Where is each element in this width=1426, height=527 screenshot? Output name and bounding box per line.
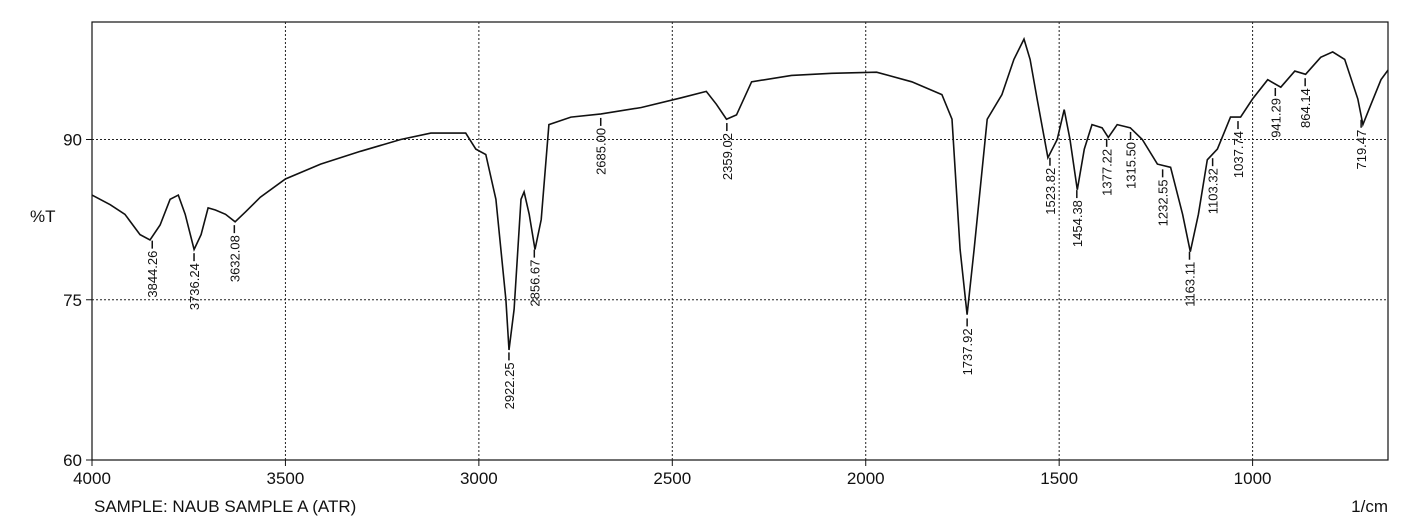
peak-label: 1523.82 xyxy=(1043,168,1058,215)
peak-label: 1737.92 xyxy=(960,328,975,375)
peak-label: 864.14 xyxy=(1298,88,1313,128)
peak-label: 3632.08 xyxy=(227,235,242,282)
x-tick-label: 3500 xyxy=(267,469,305,488)
peak-label: 2922.25 xyxy=(502,362,517,409)
peak-label: 1163.11 xyxy=(1182,262,1197,307)
peak-label: 1103.32 xyxy=(1206,168,1221,214)
y-axis-label: %T xyxy=(30,207,56,226)
peak-label: 1232.55 xyxy=(1156,179,1171,226)
x-tick-label: 2500 xyxy=(653,469,691,488)
y-tick-label: 75 xyxy=(63,291,82,310)
peak-label: 1454.38 xyxy=(1070,200,1085,247)
x-tick-label: 4000 xyxy=(73,469,111,488)
peak-label: 2856.67 xyxy=(527,260,542,307)
peak-label: 1377.22 xyxy=(1100,149,1115,196)
peak-label: 2685.00 xyxy=(594,128,609,175)
peak-label: 3844.26 xyxy=(145,251,160,298)
spectrum-line xyxy=(91,36,1389,351)
x-tick-label: 2000 xyxy=(847,469,885,488)
y-tick-label: 90 xyxy=(63,131,82,150)
peak-label: 2359.02 xyxy=(720,133,735,180)
x-tick-label: 1500 xyxy=(1040,469,1078,488)
plot-frame xyxy=(91,21,1389,461)
y-tick-label: 60 xyxy=(63,451,82,470)
peak-label: 1315.50 xyxy=(1124,142,1139,189)
x-tick-label: 1000 xyxy=(1234,469,1272,488)
peak-label: 3736.24 xyxy=(187,263,202,310)
peak-label: 719.47 xyxy=(1354,130,1369,170)
peak-label: 1037.74 xyxy=(1231,131,1246,178)
peak-label: 941.29 xyxy=(1268,98,1283,138)
x-axis-label: 1/cm xyxy=(1351,497,1388,516)
x-tick-label: 3000 xyxy=(460,469,498,488)
sample-label: SAMPLE: NAUB SAMPLE A (ATR) xyxy=(94,497,356,516)
